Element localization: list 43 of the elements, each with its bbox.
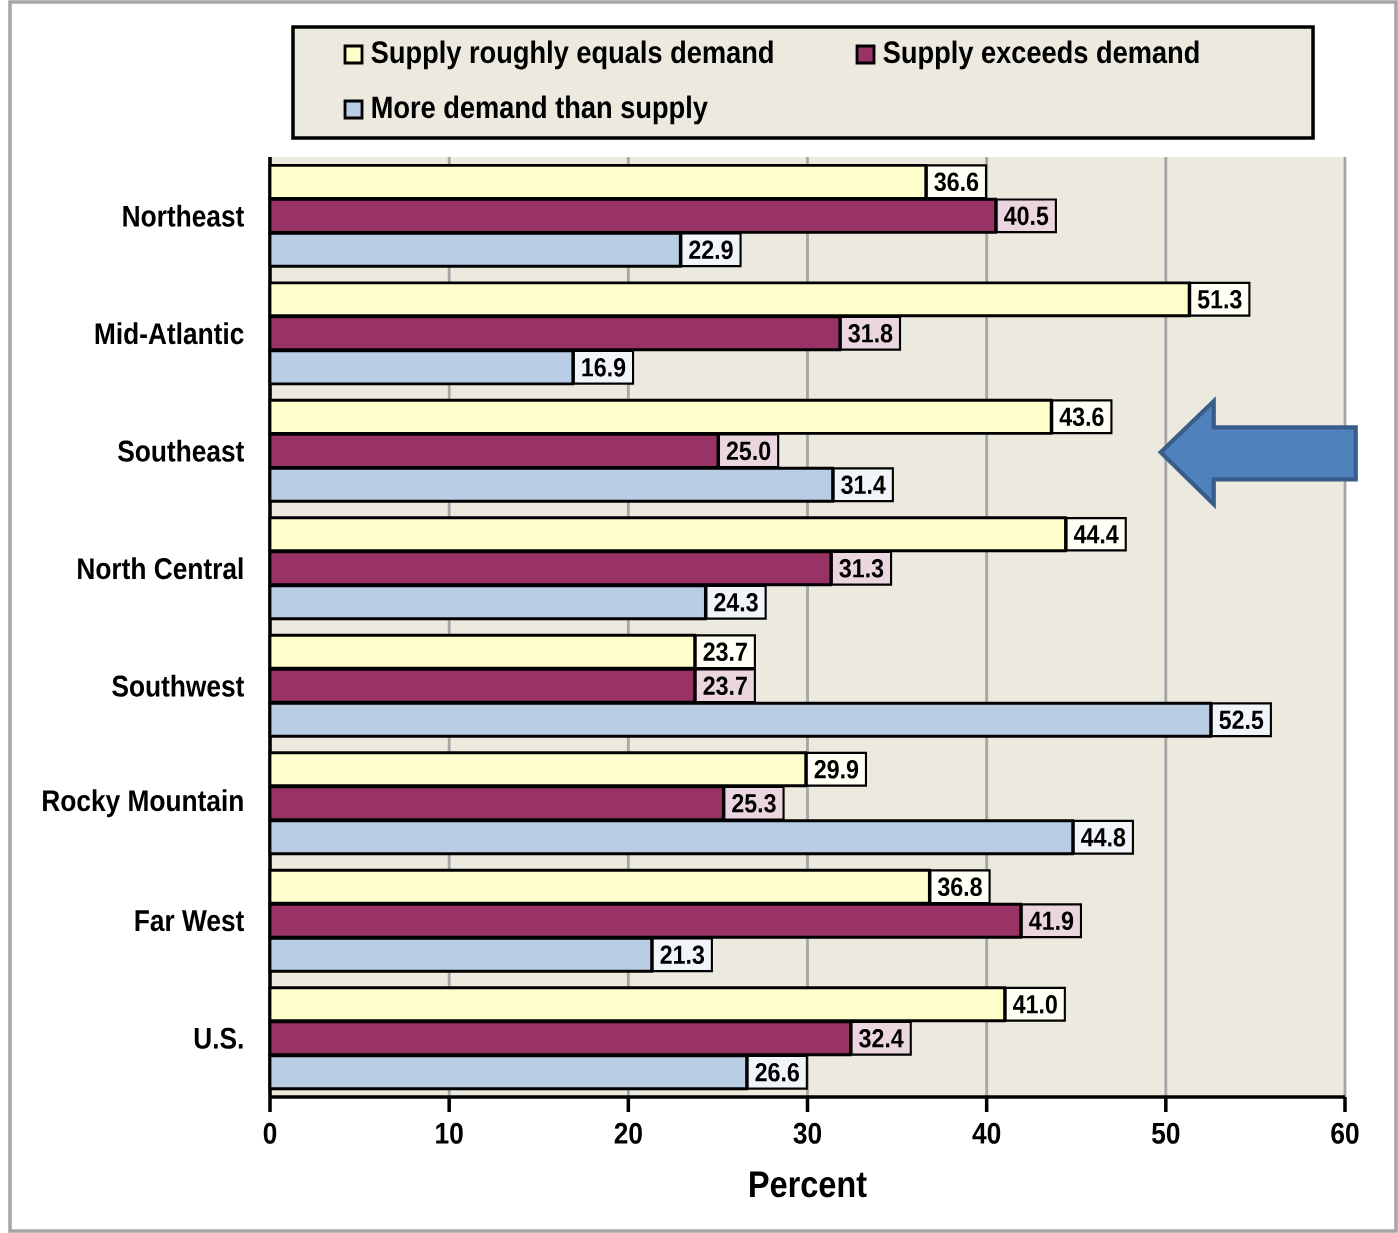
data-label: 31.3 [839, 558, 884, 578]
y-tick-label: Rocky Mountain [43, 789, 243, 818]
y-tick-label: Mid-Atlantic [95, 322, 244, 345]
x-tick-label: 20 [614, 1122, 642, 1144]
x-axis-title: Percent [750, 1171, 867, 1198]
data-label: 24.3 [714, 592, 758, 612]
data-label: 31.8 [848, 323, 893, 343]
data-label: 23.7 [703, 642, 747, 662]
y-tick-label: Northeast [123, 204, 245, 227]
data-label: 40.5 [1004, 206, 1049, 226]
data-label: 21.3 [660, 945, 705, 965]
x-tick-label: 0 [263, 1122, 277, 1144]
data-label: 44.8 [1081, 827, 1126, 847]
x-tick-label: 50 [1152, 1122, 1180, 1144]
data-label: 25.0 [726, 441, 771, 461]
data-label: 26.6 [755, 1062, 799, 1082]
data-label: 32.4 [859, 1028, 904, 1048]
legend-label: Supply exceeds demand [883, 40, 1199, 70]
data-label: 44.4 [1073, 525, 1119, 544]
data-label: 22.9 [689, 240, 733, 260]
data-label: 41.9 [1029, 911, 1074, 931]
y-tick-label: Southwest [112, 674, 245, 697]
data-label: 51.3 [1197, 289, 1242, 309]
y-tick-label: North Central [78, 557, 243, 580]
y-tick-label: Far West [135, 910, 245, 932]
data-label: 43.6 [1059, 407, 1104, 427]
y-tick-label: Southeast [118, 439, 245, 462]
data-label: 41.0 [1013, 994, 1057, 1014]
y-tick-label: U.S. [194, 1027, 243, 1049]
data-label: 36.6 [934, 172, 979, 192]
x-tick-label: 10 [436, 1122, 463, 1144]
data-label: 29.9 [814, 759, 859, 779]
x-tick-label: 30 [793, 1122, 822, 1144]
legend-label: More demand than supply [372, 95, 708, 125]
data-label: 31.4 [841, 475, 886, 495]
data-label: 25.3 [732, 793, 776, 813]
x-tick-label: 60 [1331, 1122, 1359, 1144]
data-label: 16.9 [582, 357, 626, 377]
legend-label: Supply roughly equals demand [371, 40, 773, 70]
data-label: 23.7 [703, 676, 747, 696]
data-label: 36.8 [937, 877, 982, 897]
data-label: 52.5 [1219, 710, 1264, 730]
x-tick-label: 40 [972, 1122, 1001, 1144]
